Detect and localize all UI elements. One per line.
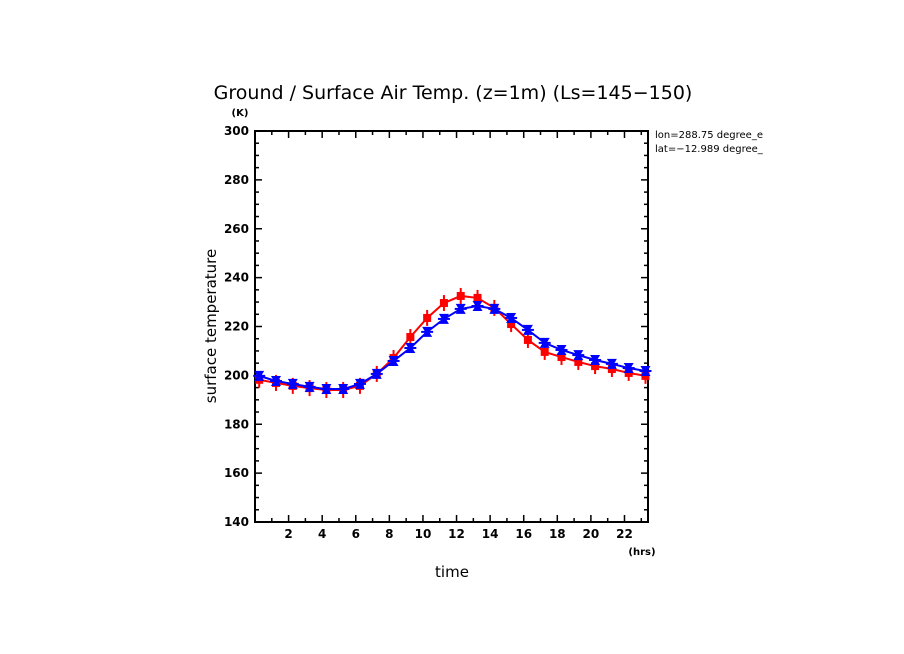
y-tick-label: 140 xyxy=(224,515,249,529)
data-point xyxy=(572,350,585,361)
x-tick-label: 22 xyxy=(616,527,633,541)
data-point xyxy=(437,313,450,324)
data-point xyxy=(353,378,366,389)
data-point xyxy=(622,363,635,374)
x-axis-label: time xyxy=(435,563,469,581)
data-point xyxy=(456,287,465,304)
y-tick-label: 200 xyxy=(224,368,249,382)
annotation-lon: lon=288.75 degree_e xyxy=(655,130,763,141)
y-tick-label: 260 xyxy=(224,222,249,236)
data-point xyxy=(505,312,518,323)
data-point xyxy=(423,309,432,326)
data-point xyxy=(253,370,266,381)
data-point xyxy=(605,358,618,369)
x-unit-label: (hrs) xyxy=(628,547,655,558)
data-point xyxy=(639,365,652,376)
data-point xyxy=(421,326,434,337)
data-point xyxy=(303,381,316,392)
data-point xyxy=(404,343,417,354)
y-tick-label: 220 xyxy=(224,320,249,334)
data-point xyxy=(320,384,333,395)
annotation-lat: lat=−12.989 degree_ xyxy=(655,144,764,155)
x-tick-label: 14 xyxy=(482,527,499,541)
data-point xyxy=(269,375,282,386)
y-unit-label: (K) xyxy=(232,108,249,119)
y-axis-label: surface temperature xyxy=(202,249,220,404)
data-point xyxy=(337,384,350,395)
data-point xyxy=(488,303,501,314)
data-point xyxy=(454,303,467,314)
series-line-0 xyxy=(259,294,646,392)
y-tick-label: 300 xyxy=(224,124,249,138)
chart-title: Ground / Surface Air Temp. (z=1m) (Ls=14… xyxy=(214,82,693,104)
x-tick-label: 2 xyxy=(284,527,292,541)
data-point xyxy=(370,368,383,379)
x-tick-label: 8 xyxy=(385,527,393,541)
plot-frame xyxy=(254,130,649,523)
data-point xyxy=(286,378,299,389)
x-tick-label: 12 xyxy=(448,527,465,541)
y-tick-label: 280 xyxy=(224,173,249,187)
data-point xyxy=(471,300,484,311)
y-tick-label: 180 xyxy=(224,417,249,431)
data-point xyxy=(521,324,534,335)
y-tick-label: 240 xyxy=(224,271,249,285)
data-point xyxy=(538,337,551,348)
data-point xyxy=(589,354,602,365)
y-tick-label: 160 xyxy=(224,466,249,480)
x-tick-label: 4 xyxy=(318,527,326,541)
data-point xyxy=(439,295,448,312)
data-point xyxy=(387,355,400,366)
x-tick-label: 18 xyxy=(549,527,566,541)
data-point xyxy=(555,344,568,355)
x-tick-label: 16 xyxy=(515,527,532,541)
x-tick-label: 10 xyxy=(415,527,432,541)
x-tick-label: 20 xyxy=(583,527,600,541)
data-point xyxy=(406,329,415,346)
series-line-1 xyxy=(258,304,646,391)
x-tick-label: 6 xyxy=(352,527,360,541)
